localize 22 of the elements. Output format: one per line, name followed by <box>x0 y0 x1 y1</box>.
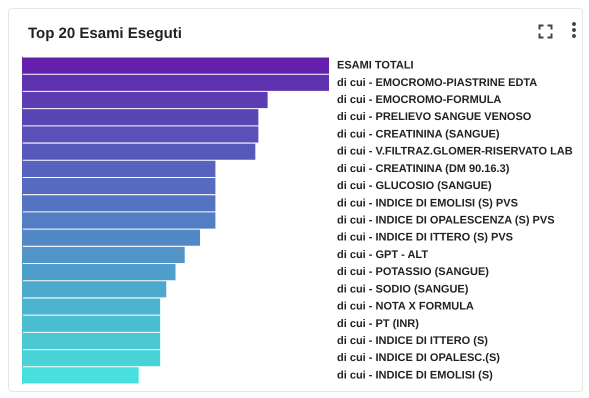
y-tick-label: di cui - INDICE DI EMOLISI (S) <box>337 369 494 382</box>
y-tick-label: di cui - INDICE DI ITTERO (S) <box>337 334 488 347</box>
bar <box>22 367 139 384</box>
y-tick-label: di cui - INDICE DI OPALESC.(S) <box>337 352 500 364</box>
y-tick-label: di cui - PT (INR) <box>337 318 420 330</box>
y-tick-label: di cui - V.FILTRAZ.GLOMER-RISERVATO LAB <box>337 146 573 158</box>
y-tick-label: di cui - SODIO (SANGUE) <box>337 283 469 296</box>
chart-title: Top 20 Esami Eseguti <box>28 25 182 42</box>
y-tick-label: ESAMI TOTALI <box>337 60 414 72</box>
y-tick-label: di cui - EMOCROMO-FORMULA <box>337 94 502 106</box>
y-tick-label: di cui - INDICE DI OPALESCENZA (S) PVS <box>337 214 555 226</box>
y-tick-label: di cui - GPT - ALT <box>337 248 428 261</box>
y-tick-label: di cui - CREATININA (SANGUE) <box>337 128 500 140</box>
y-tick-label: di cui - PRELIEVO SANGUE VENOSO <box>337 111 532 124</box>
y-tick-label: di cui - INDICE DI EMOLISI (S) PVS <box>337 197 518 210</box>
y-tick-label: di cui - CREATININA (DM 90.16.3) <box>337 162 510 175</box>
y-tick-label: di cui - POTASSIO (SANGUE) <box>337 266 490 278</box>
bar <box>22 58 329 74</box>
y-tick-label: di cui - EMOCROMO-PIASTRINE EDTA <box>337 76 538 89</box>
y-tick-label: di cui - INDICE DI ITTERO (S) PVS <box>337 232 514 244</box>
y-tick-label: di cui - NOTA X FORMULA <box>337 300 474 313</box>
y-tick-label: di cui - GLUCOSIO (SANGUE) <box>337 180 492 192</box>
